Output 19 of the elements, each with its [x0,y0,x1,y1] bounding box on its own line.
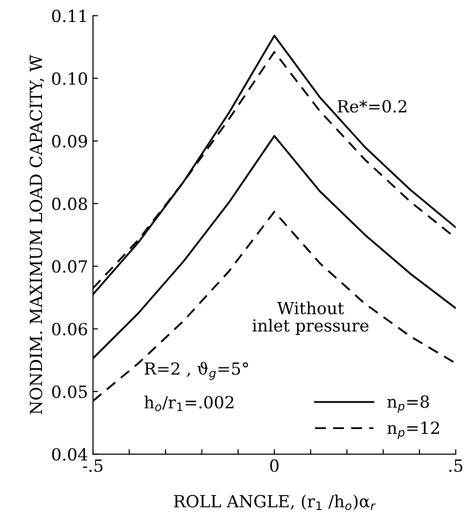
annotation: h$_{o}$/r$_{1}$=.002 [144,396,234,412]
legend-label: n$_{p}$=8 [387,395,429,413]
x-tick-label: 0 [270,459,279,472]
y-tick-label: 0.09 [52,134,88,148]
x-axis-title: ROLL ANGLE, (r$_{1}$ /h$_{o}$)α$_{r}$ [174,494,376,510]
legend-label: n$_{p}$=12 [387,421,439,440]
y-tick-label: 0.06 [52,322,88,336]
annotation: Re*=0.2 [338,100,406,113]
y-tick-label: 0.10 [52,72,88,85]
x-tick-label: -.5 [82,460,102,472]
y-axis-title: NONDIM. MAXIMUM LOAD CAPACITY, W̄ [30,54,44,414]
y-tick-label: 0.07 [52,260,87,273]
y-tick-label: 0.08 [52,198,88,210]
y-tick-label: 0.04 [52,448,88,461]
annotation: R=2 , ϑ$_{g}$=5° [144,362,248,380]
x-tick-label: .5 [449,460,462,472]
y-tick-label: 0.11 [52,10,86,22]
y-tick-label: 0.05 [52,385,87,398]
annotation: Without inlet pressure [252,301,368,335]
